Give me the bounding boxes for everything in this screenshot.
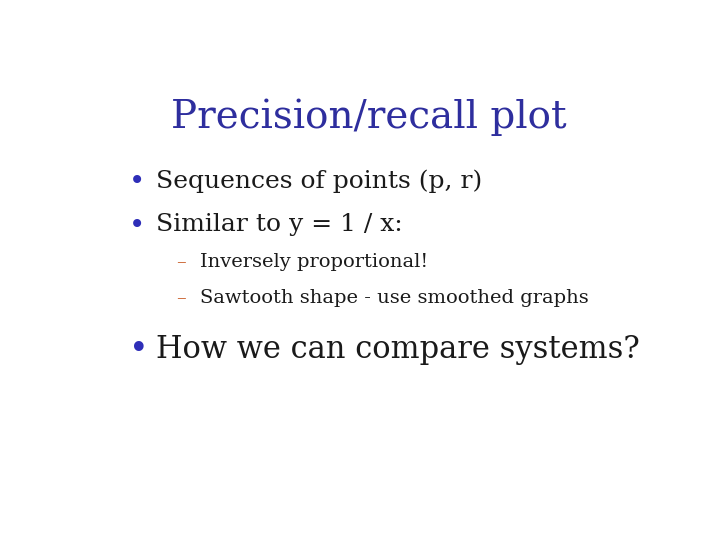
Text: –: – [176,289,186,307]
Text: •: • [129,333,149,366]
Text: How we can compare systems?: How we can compare systems? [156,334,639,365]
Text: •: • [129,167,145,195]
Text: •: • [129,211,145,239]
Text: Sequences of points (p, r): Sequences of points (p, r) [156,170,482,193]
Text: Similar to y = 1 / x:: Similar to y = 1 / x: [156,213,402,237]
Text: Inversely proportional!: Inversely proportional! [200,253,428,271]
Text: Precision/recall plot: Precision/recall plot [171,98,567,136]
Text: Sawtooth shape - use smoothed graphs: Sawtooth shape - use smoothed graphs [200,289,589,307]
Text: –: – [176,253,186,271]
